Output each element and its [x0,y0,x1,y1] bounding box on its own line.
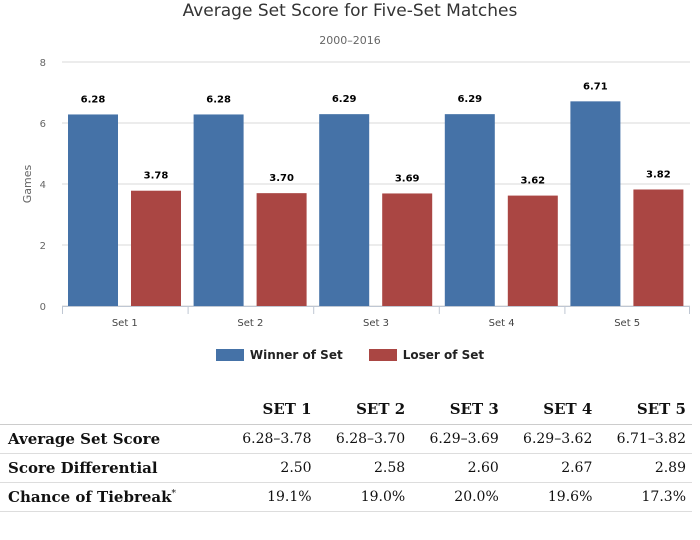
bar-loser[interactable] [507,195,558,306]
table-row: Chance of Tiebreak* 19.1% 19.0% 20.0% 19… [0,482,692,512]
column-header: SET 1 [224,396,318,425]
chart-title: Average Set Score for Five-Set Matches [183,1,518,21]
bar-loser[interactable] [256,193,307,306]
y-tick-label: 4 [40,180,46,191]
table-cell: 2.89 [598,453,692,483]
table-cell: 6.28–3.70 [317,424,412,454]
bar-chart: Average Set Score for Five-Set Matches 2… [21,1,690,329]
y-tick-label: 2 [40,241,46,252]
table-cell: 17.3% [598,482,692,512]
row-label: Average Set Score [0,424,224,454]
legend-item-loser[interactable]: Loser of Set [368,348,485,362]
data-label: 6.29 [332,94,357,105]
y-axis-label: Games [21,164,34,203]
x-tick-label: Set 4 [489,318,515,329]
chart-subtitle: 2000–2016 [319,34,381,47]
table-cell: 19.6% [504,482,599,512]
column-header: SET 4 [504,396,599,425]
data-label: 6.28 [206,94,231,105]
table-cell: 2.60 [411,453,505,483]
table-row: Score Differential 2.50 2.58 2.60 2.67 2… [0,453,692,483]
column-header: SET 3 [411,396,505,425]
bar-loser[interactable] [633,189,684,306]
table-cell: 6.29–3.69 [411,424,505,454]
x-tick-label: Set 3 [363,318,389,329]
row-label: Chance of Tiebreak* [0,482,224,512]
data-label: 3.62 [520,176,545,187]
x-tick-label: Set 2 [237,318,263,329]
data-label: 3.70 [269,173,294,184]
column-header: SET 5 [598,396,692,425]
data-label: 6.29 [457,94,482,105]
table-cell: 19.0% [317,482,412,512]
row-label: Score Differential [0,453,224,483]
table-cell: 6.28–3.78 [224,424,318,454]
bar-winner[interactable] [570,101,621,306]
data-label: 3.82 [646,169,671,180]
table-header-row: SET 1 SET 2 SET 3 SET 4 SET 5 [0,396,692,425]
x-tick-label: Set 5 [614,318,640,329]
legend-item-winner[interactable]: Winner of Set [215,348,343,362]
bar-loser[interactable] [131,190,181,306]
bar-winner[interactable] [319,114,370,306]
legend-label-loser: Loser of Set [402,348,485,362]
column-header: SET 2 [317,396,412,425]
table-cell: 6.29–3.62 [504,424,599,454]
table-cell: 20.0% [411,482,505,512]
footnote-marker: * [171,489,177,499]
set-stats-table: SET 1 SET 2 SET 3 SET 4 SET 5 Average Se… [0,396,692,512]
table-row: Average Set Score 6.28–3.78 6.28–3.70 6.… [0,424,692,454]
y-tick-label: 6 [40,119,46,130]
bar-winner[interactable] [193,114,244,307]
table-cell: 2.58 [317,453,412,483]
y-tick-label: 8 [40,58,46,69]
data-label: 6.28 [81,94,106,105]
data-label: 3.78 [144,171,169,182]
table-cell: 2.67 [504,453,599,483]
legend-swatch-winner [215,349,244,361]
bar-winner[interactable] [444,114,495,306]
data-label: 3.69 [395,173,420,184]
data-label: 6.71 [583,81,608,92]
table-cell: 2.50 [224,453,318,483]
chart-legend: Winner of Set Loser of Set [0,348,700,362]
y-tick-label: 0 [40,302,46,313]
legend-label-winner: Winner of Set [249,348,343,362]
table-cell: 19.1% [224,482,318,512]
legend-swatch-loser [368,349,397,361]
table-cell: 6.71–3.82 [598,424,692,454]
table-corner-header [0,396,224,425]
x-tick-label: Set 1 [112,318,138,329]
bar-winner[interactable] [68,114,118,307]
bar-loser[interactable] [382,193,433,306]
